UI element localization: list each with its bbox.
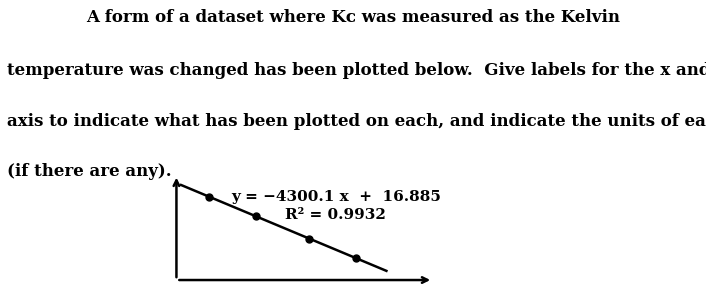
Text: y = −4300.1 x  +  16.885: y = −4300.1 x + 16.885 [231,190,441,204]
Text: A form of a dataset where Kᴄ was measured as the Kelvin: A form of a dataset where Kᴄ was measure… [86,9,620,26]
Text: axis to indicate what has been plotted on each, and indicate the units of each a: axis to indicate what has been plotted o… [7,113,706,130]
Text: temperature was changed has been plotted below.  Give labels for the x and y: temperature was changed has been plotted… [7,62,706,79]
Text: (if there are any).: (if there are any). [7,163,172,180]
Text: R² = 0.9932: R² = 0.9932 [285,208,386,222]
